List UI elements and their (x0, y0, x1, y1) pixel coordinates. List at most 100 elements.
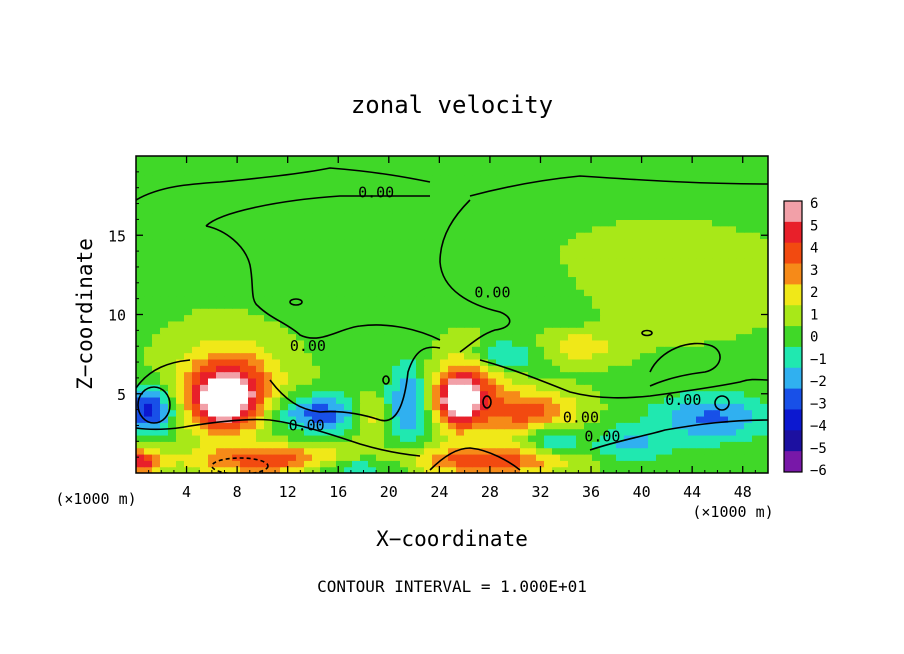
field-cell (360, 396, 369, 404)
field-cell (256, 187, 265, 195)
field-cell (176, 314, 185, 322)
field-cell (480, 200, 489, 208)
field-cell (336, 441, 345, 449)
field-cell (408, 434, 417, 442)
field-cell (424, 409, 433, 417)
field-cell (448, 187, 457, 195)
field-cell (648, 415, 657, 423)
field-cell (592, 415, 601, 423)
field-cell (248, 428, 257, 436)
field-cell (416, 460, 425, 468)
field-cell (352, 333, 361, 341)
field-cell (304, 282, 313, 290)
field-cell (520, 441, 529, 449)
field-cell (304, 346, 313, 354)
field-cell (280, 301, 289, 309)
field-cell (320, 409, 329, 417)
field-cell (496, 213, 505, 220)
field-cell (488, 238, 497, 246)
field-cell (200, 403, 209, 411)
field-cell (480, 282, 489, 290)
field-cell (520, 384, 529, 392)
field-cell (296, 232, 305, 240)
field-cell (536, 403, 545, 411)
field-cell (288, 168, 297, 176)
field-cell (464, 466, 473, 473)
field-cell (216, 206, 225, 214)
field-cell (368, 251, 377, 259)
field-cell (192, 358, 201, 366)
field-cell (688, 301, 697, 309)
field-cell (680, 428, 689, 436)
field-cell (744, 327, 753, 335)
field-cell (464, 384, 473, 392)
field-cell (384, 390, 393, 398)
field-cell (432, 181, 441, 189)
field-cell (208, 301, 217, 309)
field-cell (512, 403, 521, 411)
field-cell (304, 327, 313, 335)
field-cell (536, 257, 545, 265)
field-cell (192, 314, 201, 322)
field-cell (728, 232, 737, 240)
field-cell (320, 270, 329, 278)
field-cell (176, 466, 185, 473)
field-cell (336, 320, 345, 328)
field-cell (712, 453, 721, 461)
field-cell (136, 295, 145, 303)
field-cell (416, 377, 425, 385)
field-cell (736, 346, 745, 354)
field-cell (744, 447, 753, 455)
field-cell (688, 396, 697, 404)
field-cell (696, 314, 705, 322)
field-cell (368, 181, 377, 189)
field-cell (504, 194, 513, 201)
field-cell (248, 333, 257, 341)
field-cell (408, 156, 417, 163)
field-cell (672, 308, 681, 316)
field-cell (272, 295, 281, 303)
field-cell (336, 276, 345, 284)
field-cell (640, 232, 649, 240)
field-cell (600, 276, 609, 284)
field-cell (176, 257, 185, 265)
field-cell (304, 314, 313, 322)
field-cell (680, 396, 689, 404)
field-cell (576, 270, 585, 278)
field-cell (344, 295, 353, 303)
field-cell (688, 194, 697, 201)
field-cell (232, 377, 241, 385)
field-cell (272, 441, 281, 449)
field-cell (408, 441, 417, 449)
field-cell (744, 441, 753, 449)
field-cell (488, 390, 497, 398)
field-cell (752, 225, 761, 233)
field-cell (688, 181, 697, 189)
field-cell (256, 365, 265, 373)
field-cell (144, 156, 153, 163)
field-cell (688, 308, 697, 316)
field-cell (168, 225, 177, 233)
field-cell (472, 371, 481, 379)
field-cell (592, 428, 601, 436)
field-cell (504, 346, 513, 354)
field-cell (376, 346, 385, 354)
field-cell (528, 377, 537, 385)
field-cell (712, 251, 721, 259)
field-cell (320, 390, 329, 398)
field-cell (528, 415, 537, 423)
field-cell (680, 447, 689, 455)
field-cell (568, 466, 577, 473)
field-cell (568, 289, 577, 297)
field-cell (592, 232, 601, 240)
field-cell (672, 384, 681, 392)
field-cell (704, 371, 713, 379)
field-cell (496, 244, 505, 252)
field-cell (672, 434, 681, 442)
field-cell (616, 371, 625, 379)
field-cell (432, 434, 441, 442)
field-cell (704, 162, 713, 170)
field-cell (328, 175, 337, 182)
field-cell (432, 244, 441, 252)
field-cell (616, 289, 625, 297)
